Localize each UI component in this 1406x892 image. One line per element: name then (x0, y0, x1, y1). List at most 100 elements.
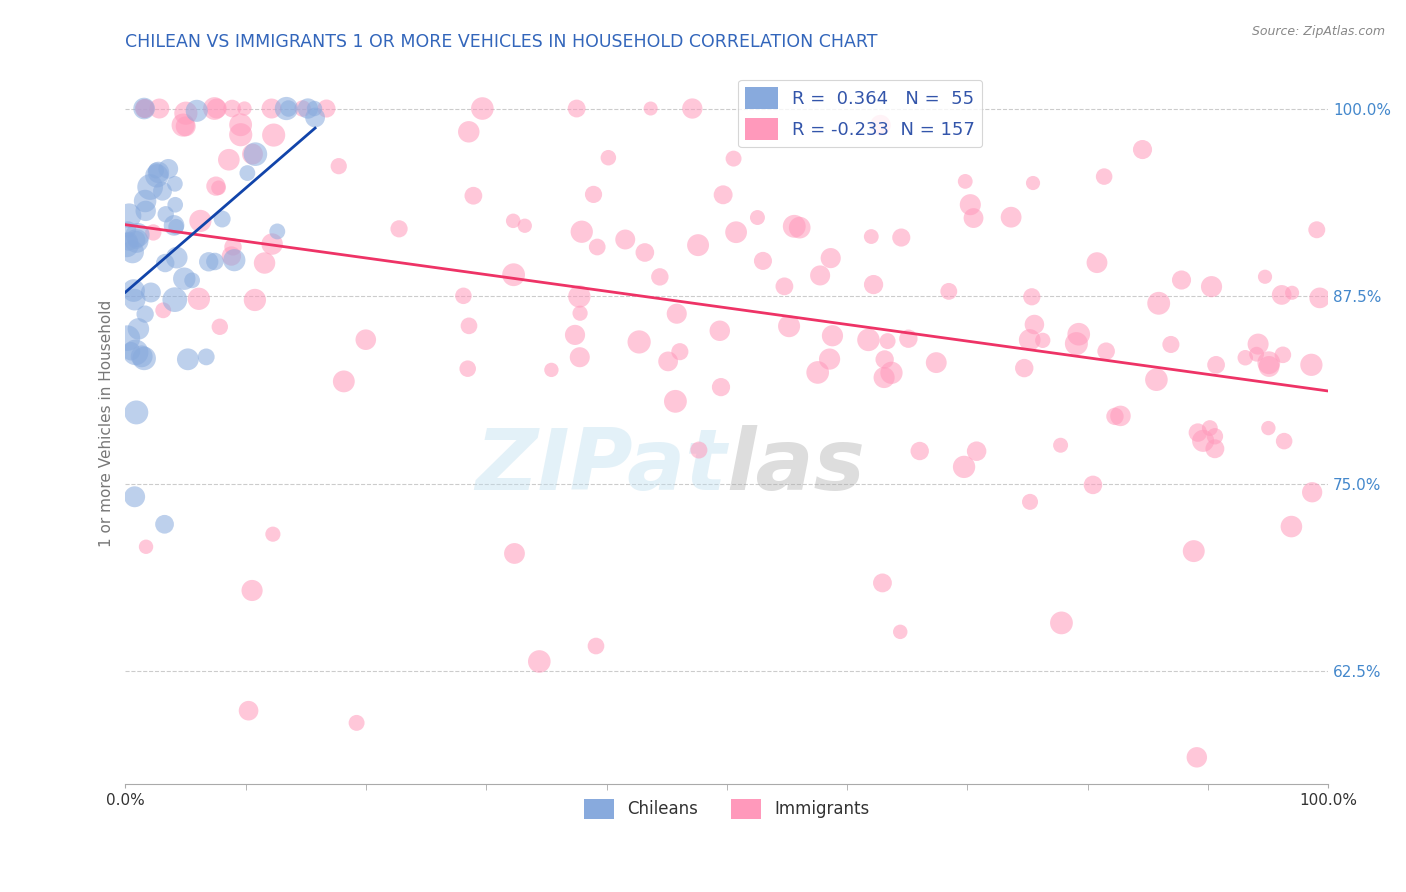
Point (117, 331, 139, 345)
Point (208, 319, 231, 334)
Point (243, 293, 266, 307)
Point (513, 219, 536, 233)
Point (869, 118, 891, 132)
Point (134, 102, 156, 116)
Point (585, 639, 607, 653)
Point (897, 332, 920, 346)
Point (669, 344, 692, 359)
Point (260, 102, 283, 116)
Point (529, 655, 551, 669)
Point (1271, 348, 1294, 362)
Point (204, 254, 226, 268)
Point (818, 352, 841, 367)
Point (1012, 361, 1035, 376)
Point (938, 285, 960, 299)
Point (634, 245, 657, 260)
Text: CHILEAN VS IMMIGRANTS 1 OR MORE VEHICLES IN HOUSEHOLD CORRELATION CHART: CHILEAN VS IMMIGRANTS 1 OR MORE VEHICLES… (125, 33, 877, 51)
Point (172, 118, 194, 132)
Point (568, 350, 591, 364)
Point (1204, 429, 1226, 443)
Point (127, 227, 149, 242)
Point (1272, 434, 1295, 449)
Point (132, 102, 155, 116)
Point (304, 102, 326, 116)
Point (163, 293, 186, 307)
Point (125, 234, 148, 248)
Point (723, 152, 745, 166)
Point (872, 575, 894, 590)
Point (966, 444, 988, 458)
Point (117, 222, 139, 236)
Point (565, 102, 588, 116)
Point (860, 229, 883, 244)
Point (262, 527, 284, 541)
Point (218, 153, 240, 167)
Point (276, 102, 298, 116)
Point (1144, 373, 1167, 387)
Point (354, 333, 377, 347)
Point (614, 233, 637, 247)
Point (789, 220, 811, 235)
Point (224, 253, 246, 268)
Point (457, 361, 479, 376)
Point (205, 179, 228, 194)
Point (1018, 333, 1040, 347)
Point (173, 271, 195, 285)
Point (463, 188, 485, 202)
Point (122, 284, 145, 298)
Point (1147, 296, 1170, 310)
Point (568, 289, 591, 303)
Point (204, 102, 226, 116)
Point (1257, 356, 1279, 370)
Point (174, 120, 197, 134)
Point (315, 102, 337, 116)
Point (586, 240, 609, 254)
Point (166, 251, 188, 265)
Point (711, 187, 734, 202)
Point (1198, 421, 1220, 435)
Point (1306, 223, 1329, 237)
Point (820, 251, 842, 265)
Point (148, 165, 170, 179)
Point (1279, 519, 1302, 533)
Point (124, 345, 146, 359)
Point (333, 375, 356, 389)
Point (152, 303, 174, 318)
Point (346, 715, 368, 730)
Point (145, 163, 167, 178)
Point (1104, 409, 1126, 424)
Point (953, 459, 976, 474)
Point (709, 324, 731, 338)
Point (688, 443, 710, 458)
Point (502, 214, 524, 228)
Point (124, 490, 146, 504)
Point (1246, 347, 1268, 361)
Point (186, 103, 208, 118)
Text: Source: ZipAtlas.com: Source: ZipAtlas.com (1251, 25, 1385, 38)
Point (773, 279, 796, 293)
Point (876, 334, 898, 348)
Point (1092, 169, 1115, 184)
Point (1066, 336, 1088, 351)
Point (1170, 273, 1192, 287)
Point (1281, 285, 1303, 300)
Point (253, 256, 276, 270)
Point (1160, 337, 1182, 351)
Point (955, 174, 977, 188)
Point (277, 102, 299, 116)
Point (236, 166, 259, 180)
Point (152, 184, 174, 198)
Point (181, 273, 204, 287)
Point (1050, 615, 1073, 630)
Point (118, 209, 141, 223)
Point (124, 293, 146, 307)
Point (238, 704, 260, 718)
Point (908, 444, 931, 458)
Point (174, 106, 197, 120)
Point (134, 102, 156, 116)
Point (959, 197, 981, 211)
Point (134, 351, 156, 366)
Point (240, 583, 263, 598)
Point (1258, 359, 1281, 374)
Point (783, 219, 806, 234)
